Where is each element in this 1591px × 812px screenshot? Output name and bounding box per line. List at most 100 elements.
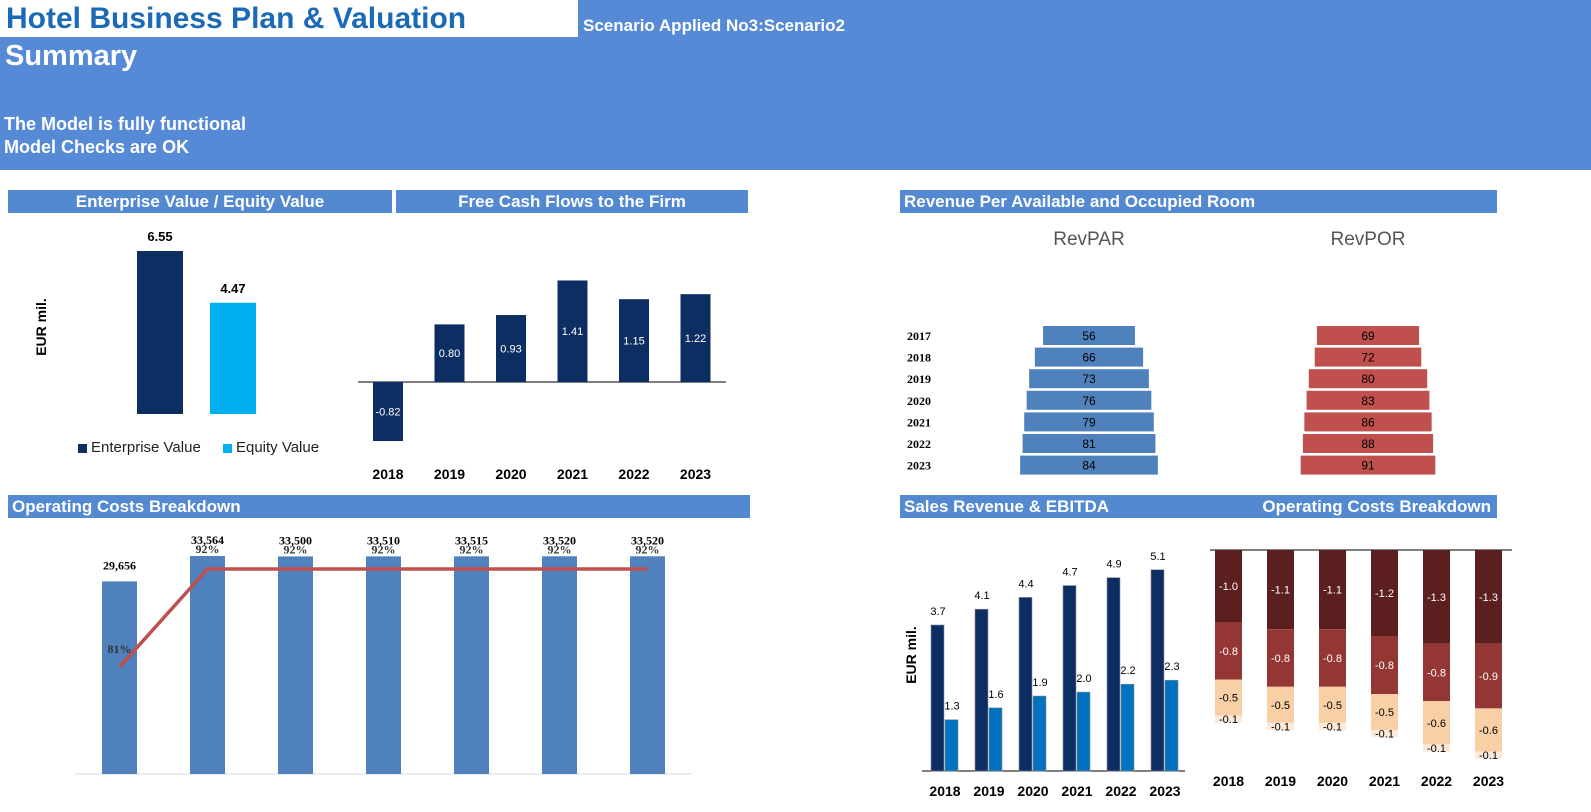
- revroom-data-label-0-2021: 79: [1082, 415, 1096, 429]
- sales-bar-0-2020: [1018, 597, 1033, 772]
- fcf-chart: -0.82 2018 0.80 2019 0.93 2020 1.41 2021 1.15 202…: [358, 280, 726, 482]
- opcost-bar-0: [102, 581, 137, 774]
- revroom-data-label-1-2021: 86: [1361, 415, 1375, 429]
- section-opcost-header: Operating Costs Breakdown: [8, 495, 750, 518]
- revroom-series-title-1: RevPOR: [1331, 229, 1406, 250]
- opcost2-data-label-3-2020: -0.1: [1323, 721, 1342, 733]
- opcost-pct-label-3: 92%: [372, 542, 396, 556]
- revroom-bar-1-2017: [1316, 326, 1420, 345]
- opcost2-data-label-0-2022: -1.3: [1427, 592, 1446, 604]
- ev-chart: EUR mil. 6.55 4.47: [33, 229, 256, 414]
- sales-x-tick-2022: 2022: [1105, 783, 1136, 799]
- opcost2-data-label-2-2021: -0.5: [1375, 707, 1394, 719]
- opcost-bar-6: [630, 556, 665, 774]
- revroom-y-tick-2017: 2017: [907, 329, 931, 343]
- opcost2-seg-3-2022: [1423, 744, 1450, 752]
- sales-bar-1-2022: [1120, 683, 1135, 772]
- opcost2-data-label-1-2019: -0.8: [1271, 653, 1290, 665]
- fcf-x-tick-2020: 2020: [495, 466, 526, 482]
- revroom-y-tick-2019: 2019: [907, 372, 931, 386]
- opcost-data-label-0: 29,656: [103, 558, 136, 572]
- sales-bar-1-2019: [988, 707, 1003, 772]
- fcf-x-tick-2019: 2019: [434, 466, 465, 482]
- opcost2-data-label-1-2020: -0.8: [1323, 653, 1342, 665]
- revroom-y-tick-2023: 2023: [907, 459, 931, 473]
- revroom-bar-0-2020: [1026, 390, 1152, 410]
- fcf-bar-2020: [496, 315, 526, 382]
- opcost2-data-label-2-2023: -0.6: [1479, 725, 1498, 737]
- sales-x-tick-2019: 2019: [973, 783, 1004, 799]
- ev-data-label-0: 6.55: [147, 229, 172, 244]
- opcost2-data-label-1-2023: -0.9: [1479, 671, 1498, 683]
- opcost2-seg-2-2019: [1267, 686, 1294, 723]
- opcost2-seg-0-2021: [1371, 550, 1398, 637]
- opcost2-data-label-2-2020: -0.5: [1323, 700, 1342, 712]
- fcf-data-label-2020: 0.93: [500, 344, 521, 356]
- sales-data-label-0-2020: 4.4: [1018, 578, 1033, 590]
- opcost2-data-label-3-2023: -0.1: [1479, 750, 1498, 762]
- opcost2-data-label-2-2019: -0.5: [1271, 700, 1290, 712]
- opcost-pct-label-5: 92%: [548, 542, 572, 556]
- sales-header-label: Sales Revenue & EBITDA: [904, 497, 1110, 516]
- opcost-pct-label-0: 81%: [108, 642, 132, 656]
- opcost2-seg-1-2019: [1267, 629, 1294, 687]
- opcost2-x-tick-2021: 2021: [1369, 773, 1400, 789]
- opcost2-seg-1-2018: [1215, 622, 1242, 680]
- revroom-y-tick-2020: 2020: [907, 394, 931, 408]
- opcost2-data-label-2-2018: -0.5: [1219, 693, 1238, 705]
- fcf-x-tick-2022: 2022: [618, 466, 649, 482]
- revroom-series-title-0: RevPAR: [1053, 229, 1124, 250]
- section-sales-header: Sales Revenue & EBITDA Operating Costs B…: [900, 495, 1497, 518]
- sales-chart: EUR mil. 3.7 1.3 2018 4.1 1.6 2019 4.4 1.9 2020 4.…: [903, 551, 1185, 799]
- fcf-bar-2021: [557, 280, 588, 382]
- opcost2-seg-1-2022: [1423, 643, 1450, 702]
- revroom-data-label-1-2022: 88: [1361, 437, 1375, 451]
- revroom-bar-0-2017: [1043, 326, 1135, 345]
- opcost-pct-label-6: 92%: [636, 542, 660, 556]
- sales-x-tick-2018: 2018: [929, 783, 960, 799]
- section-ev-header: Enterprise Value / Equity Value: [8, 190, 392, 213]
- revroom-data-label-0-2017: 56: [1082, 329, 1096, 343]
- opcost2-data-label-1-2018: -0.8: [1219, 646, 1238, 658]
- sales-bar-1-2018: [944, 719, 959, 772]
- opcost2-data-label-3-2018: -0.1: [1219, 714, 1238, 726]
- sales-x-tick-2021: 2021: [1061, 783, 1092, 799]
- fcf-x-tick-2023: 2023: [680, 466, 711, 482]
- opcost2-x-tick-2020: 2020: [1317, 773, 1348, 789]
- sales-bar-0-2023: [1150, 569, 1165, 772]
- opcost-bar-5: [542, 556, 577, 774]
- opcost2-x-tick-2022: 2022: [1421, 773, 1452, 789]
- opcost2-seg-0-2018: [1215, 550, 1242, 622]
- revroom-bar-0-2021: [1024, 412, 1154, 432]
- opcost2-seg-1-2023: [1475, 643, 1502, 709]
- sales-data-label-0-2018: 3.7: [930, 606, 945, 618]
- sales-data-label-0-2021: 4.7: [1062, 567, 1077, 579]
- revroom-bar-1-2023: [1300, 455, 1436, 475]
- opcost2-seg-1-2021: [1371, 636, 1398, 694]
- opcost2-seg-3-2020: [1319, 722, 1346, 730]
- legend-item-ev: Enterprise Value: [78, 439, 201, 456]
- fcf-data-label-2021: 1.41: [562, 326, 583, 338]
- fcf-bar-2022: [619, 299, 649, 382]
- opcost-ratio-line: [118, 567, 648, 669]
- revroom-data-label-0-2018: 66: [1082, 351, 1096, 365]
- sales-data-label-1-2020: 1.9: [1032, 677, 1047, 689]
- fcf-bar-2023: [680, 294, 711, 382]
- opcost2-data-label-0-2021: -1.2: [1375, 588, 1394, 600]
- legend-item-equity: Equity Value: [222, 439, 319, 456]
- fcf-bar-2019: [434, 324, 465, 382]
- sales-x-tick-2023: 2023: [1149, 783, 1180, 799]
- opcost2-data-label-1-2022: -0.8: [1427, 667, 1446, 679]
- revroom-data-label-1-2020: 83: [1361, 394, 1375, 408]
- opcost-bar-2: [278, 556, 313, 774]
- sales-data-label-0-2022: 4.9: [1106, 559, 1121, 571]
- opcost2-x-tick-2019: 2019: [1265, 773, 1296, 789]
- opcost-data-label-5: 33,520: [543, 533, 576, 547]
- opcost2-seg-3-2023: [1475, 751, 1502, 759]
- section-revroom-header: Revenue Per Available and Occupied Room: [900, 190, 1497, 213]
- model-status: The Model is fully functional: [4, 114, 247, 134]
- opcost2-seg-0-2019: [1267, 550, 1294, 630]
- revroom-bar-0-2023: [1020, 455, 1158, 475]
- opcost2-data-label-3-2021: -0.1: [1375, 729, 1394, 741]
- opcost-bar-1: [190, 556, 225, 774]
